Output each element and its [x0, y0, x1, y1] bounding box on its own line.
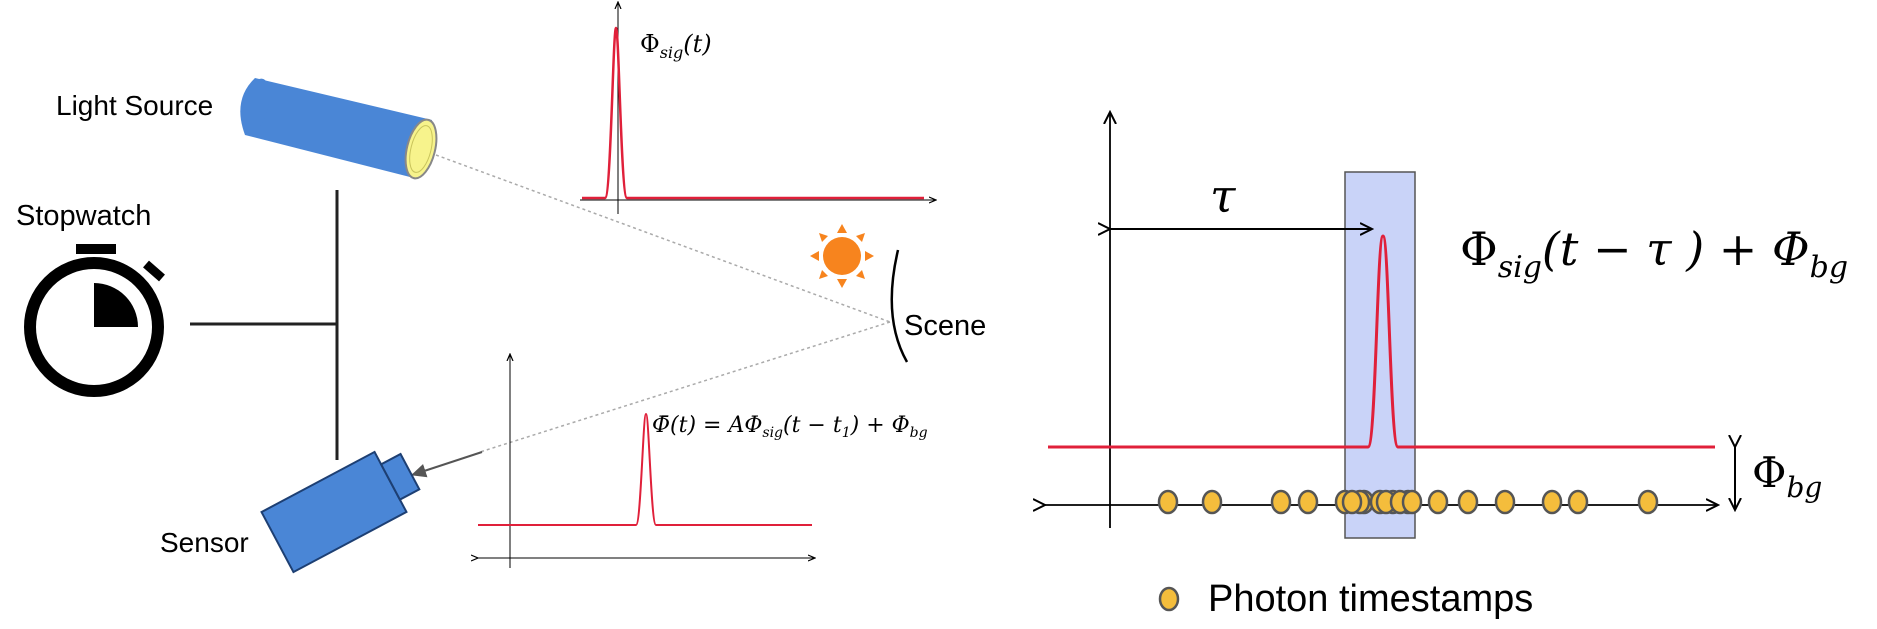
- photon-timestamp-marker: [1297, 489, 1319, 515]
- emitted-pulse-plot: [580, 2, 936, 214]
- sensor-icon: [260, 450, 421, 574]
- scene-label: Scene: [904, 310, 986, 342]
- light-source-icon: [240, 78, 438, 180]
- gating-window: [1344, 171, 1416, 539]
- stopwatch-icon: [24, 244, 165, 397]
- photon-timestamp-marker: [1567, 489, 1589, 515]
- connection-wires: [190, 190, 339, 460]
- legend: Photon timestamps: [1158, 578, 1533, 620]
- light-source-label: Light Source: [56, 90, 213, 121]
- emitted-pulse-curve: [582, 26, 924, 200]
- photon-timestamp-marker: [1157, 489, 1179, 515]
- shifted-signal-label: Φsig(t − τ ) + Φbg: [1460, 222, 1848, 285]
- photon-timestamp-marker: [1637, 489, 1659, 515]
- photon-timestamp-marker: [1494, 489, 1516, 515]
- return-arrow: [411, 451, 483, 478]
- photon-timestamp-marker: [1341, 489, 1363, 515]
- background-level-label: Φbg: [1752, 448, 1822, 504]
- sun-icon: [810, 224, 874, 288]
- photon-timestamp-marker: [1541, 489, 1563, 515]
- received-pulse-curve: [478, 412, 812, 526]
- tau-label: τ: [1210, 169, 1237, 223]
- light-path: [435, 154, 891, 453]
- received-signal-plot: [478, 354, 815, 568]
- photon-timestamp-marker: [1427, 489, 1449, 515]
- scene-surface: [890, 249, 909, 363]
- photon-timestamps: [1157, 489, 1659, 515]
- photon-timestamp-marker: [1401, 489, 1423, 515]
- stopwatch-label: Stopwatch: [16, 200, 151, 232]
- photon-timestamp-marker: [1270, 489, 1292, 515]
- received-signal-label: Φ̄(t) = AΦsig(t − t1) + Φbg: [652, 413, 928, 441]
- shifted-signal-curve: [1048, 234, 1715, 449]
- photon-timestamp-marker: [1457, 489, 1479, 515]
- sensor-label: Sensor: [160, 527, 249, 558]
- legend-label: Photon timestamps: [1208, 578, 1533, 620]
- photon-timestamp-marker: [1201, 489, 1223, 515]
- legend-photon-marker: [1158, 586, 1180, 612]
- emitted-signal-label: Φsig(t): [640, 30, 712, 62]
